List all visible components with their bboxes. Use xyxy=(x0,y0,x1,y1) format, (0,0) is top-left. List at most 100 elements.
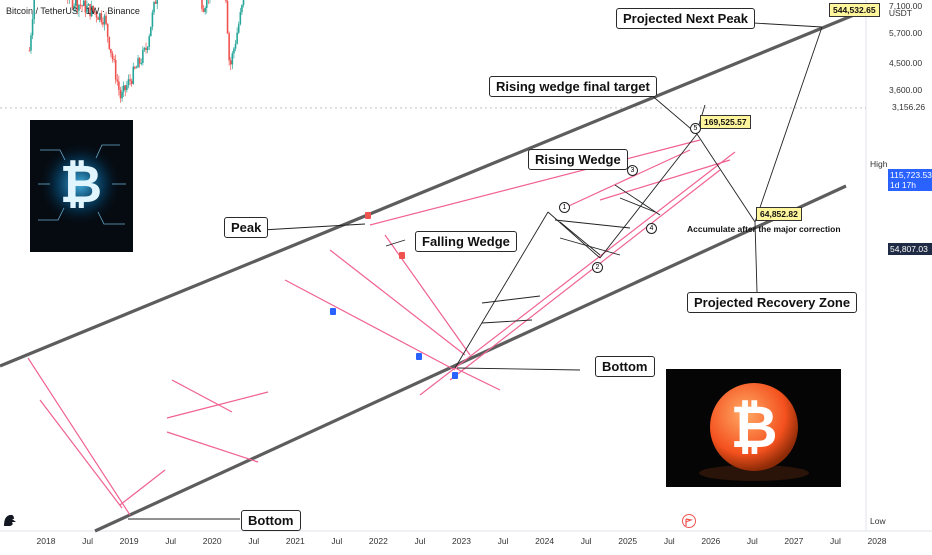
pattern-line-12 xyxy=(754,26,823,223)
candle-body xyxy=(31,19,34,36)
svg-text:₿: ₿ xyxy=(730,395,777,460)
price-tick-20: 3,600.00 xyxy=(889,85,923,96)
time-tick-19: 2027 xyxy=(784,536,804,546)
candle-body xyxy=(33,0,35,20)
candle-body xyxy=(74,0,77,6)
candle-body xyxy=(30,35,32,51)
tradingview-logo-icon[interactable] xyxy=(2,510,18,528)
rising-wedge-target-callout[interactable]: Rising wedge final target xyxy=(489,76,657,97)
rising-wedge-callout[interactable]: Rising Wedge xyxy=(528,149,628,170)
time-tick-6: Jul xyxy=(248,536,260,546)
wave-label-1: 1 xyxy=(559,202,570,213)
time-tick-18: Jul xyxy=(746,536,758,546)
wedge-line-14 xyxy=(559,149,691,211)
candle-body xyxy=(242,0,245,5)
candle-body xyxy=(124,85,127,91)
channel-lower-line xyxy=(94,184,847,533)
candle-body xyxy=(116,79,119,82)
wave-label-4: 4 xyxy=(646,223,657,234)
flag-icon[interactable] xyxy=(682,514,696,528)
candle-body xyxy=(156,0,159,4)
time-tick-2: Jul xyxy=(82,536,93,546)
candle-body xyxy=(137,58,139,68)
candle-body xyxy=(143,47,146,50)
wedge-line-4 xyxy=(166,391,269,419)
candle-body xyxy=(150,26,152,37)
time-tick-21: 2028 xyxy=(867,536,887,546)
price-tick-19: 4,500.00 xyxy=(889,57,923,68)
time-tick-11: 2023 xyxy=(452,536,471,546)
candle-body xyxy=(237,24,240,33)
next-peak-price-tag: 544,532.65 xyxy=(829,3,880,17)
falling-wedge-callout[interactable]: Falling Wedge xyxy=(415,231,517,252)
svg-text:₿: ₿ xyxy=(60,156,102,214)
wedge-line-15 xyxy=(599,159,731,201)
candle-body xyxy=(132,66,135,84)
countdown-value: 1d 17h xyxy=(890,180,916,190)
candle-body xyxy=(108,36,111,49)
wedge-line-2 xyxy=(39,399,123,509)
price-tick-18: 5,700.00 xyxy=(889,28,923,39)
candle-body xyxy=(151,12,154,27)
candle-body xyxy=(225,0,227,2)
candle-body xyxy=(114,59,117,80)
pattern-line-11 xyxy=(696,133,756,223)
candle-body xyxy=(90,5,93,17)
peak-callout[interactable]: Peak xyxy=(224,217,269,238)
candle-body xyxy=(97,17,99,20)
candle-body xyxy=(79,4,82,6)
time-tick-20: Jul xyxy=(830,536,841,546)
wedge-line-9 xyxy=(369,139,701,226)
time-tick-13: 2024 xyxy=(535,536,555,546)
pattern-line-2 xyxy=(481,319,533,324)
projected-recovery-zone-callout[interactable]: Projected Recovery Zone xyxy=(687,292,858,313)
bottom-2018-callout[interactable]: Bottom xyxy=(241,510,301,531)
time-tick-1: 2018 xyxy=(36,536,56,546)
symbol-label[interactable]: Bitcoin / TetherUS · 1W · Binance xyxy=(6,6,140,16)
candle-body xyxy=(234,43,237,49)
candle-body xyxy=(148,36,151,47)
candle-body xyxy=(130,80,133,84)
candle-body xyxy=(87,4,90,6)
candle-body xyxy=(231,53,234,65)
recovery-price-tag: 64,852.82 xyxy=(756,207,802,221)
candle-body xyxy=(76,0,79,11)
wedge-line-1 xyxy=(27,357,131,516)
candle-body xyxy=(100,13,103,23)
pattern-line-10 xyxy=(599,133,698,259)
candle-body xyxy=(122,85,125,92)
price-tick-17: 7,100.00 xyxy=(889,0,923,11)
time-tick-10: Jul xyxy=(414,536,426,546)
signal-marker-2 xyxy=(399,252,405,259)
current-price-value: 115,723.53 xyxy=(890,170,932,180)
wedge-target-price-tag: 169,525.57 xyxy=(700,115,751,129)
projected-next-peak-callout[interactable]: Projected Next Peak xyxy=(616,8,756,29)
accumulation-zone-text: Accumulate after the major correction xyxy=(687,224,841,234)
current-price-tag[interactable]: 115,723.53 1d 17h xyxy=(888,169,932,191)
low-label: Low xyxy=(870,516,886,526)
price-tick-21: 3,156.26 xyxy=(892,101,926,112)
candle-body xyxy=(95,12,98,18)
connector-bottom-2022 xyxy=(456,367,581,371)
candle-body xyxy=(154,1,157,4)
channel-upper-line xyxy=(0,8,867,368)
candle-body xyxy=(228,33,230,61)
wedge-line-3 xyxy=(119,469,166,506)
candle-body xyxy=(145,47,147,51)
wedge-line-5 xyxy=(166,431,259,463)
candle-body xyxy=(241,4,243,13)
pattern-line-16 xyxy=(385,239,406,247)
pattern-line-7 xyxy=(619,197,656,213)
candle-body xyxy=(103,15,106,25)
time-tick-9: 2022 xyxy=(368,536,388,546)
candle-body xyxy=(102,22,104,25)
candle-body xyxy=(106,23,109,37)
bottom-2022-callout[interactable]: Bottom xyxy=(595,356,655,377)
time-tick-5: 2020 xyxy=(202,536,222,546)
high-label: High xyxy=(870,159,888,169)
candle-body xyxy=(127,79,130,86)
candle-body xyxy=(233,48,235,54)
pattern-line-3 xyxy=(554,219,631,229)
